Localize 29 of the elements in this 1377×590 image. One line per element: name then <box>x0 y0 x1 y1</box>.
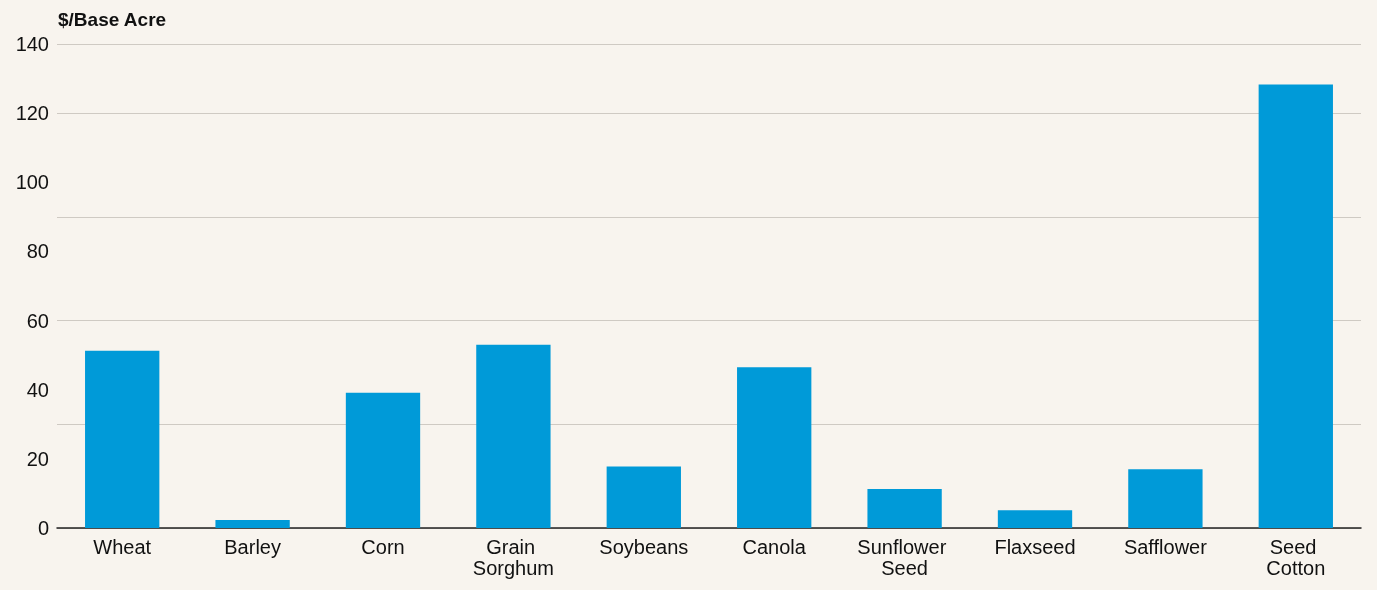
bar <box>476 344 551 528</box>
x-tick-label: Seed Cotton <box>1266 535 1326 579</box>
bar <box>1128 469 1203 528</box>
y-tick-label: 80 <box>26 240 49 263</box>
x-tick-label: Soybeans <box>599 535 689 558</box>
y-tick-label: 0 <box>37 517 49 539</box>
x-tick-label: Canola <box>742 535 807 558</box>
bar <box>867 488 942 528</box>
y-tick-label: 60 <box>26 309 49 332</box>
bar <box>606 466 681 528</box>
x-tick-label: Safflower <box>1123 535 1208 558</box>
x-tick-label: Flaxseed <box>994 535 1076 558</box>
y-tick-label: 120 <box>15 102 49 125</box>
x-tick-label: Sunflower Seed <box>857 535 952 579</box>
bar <box>1258 84 1333 528</box>
y-tick-label: 100 <box>15 171 49 194</box>
bar <box>737 367 812 528</box>
x-tick-label: Corn <box>361 535 405 558</box>
y-tick-label: 140 <box>15 33 49 55</box>
bar <box>345 392 421 528</box>
x-tick-label: Grain Sorghum <box>472 535 554 579</box>
bar <box>85 350 160 528</box>
bar <box>215 520 290 528</box>
y-axis-title: $/Base Acre <box>58 9 167 30</box>
x-tick-label: Wheat <box>93 535 152 558</box>
x-tick-label: Barley <box>224 535 281 558</box>
bar <box>997 510 1073 528</box>
y-tick-label: 20 <box>26 447 49 470</box>
y-tick-label: 40 <box>26 378 49 401</box>
